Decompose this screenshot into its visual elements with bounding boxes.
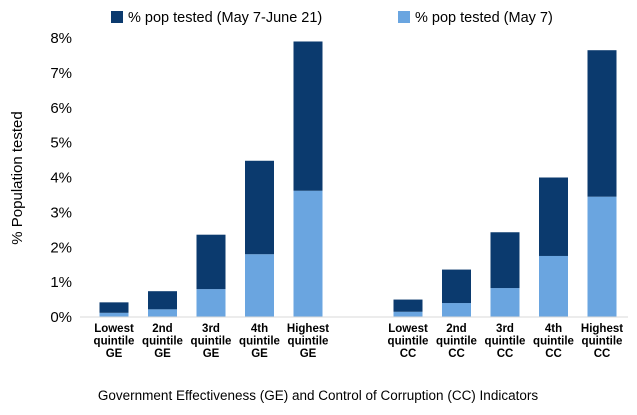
category-label: 3rd quintile CC	[485, 323, 526, 360]
category-label: 2nd quintile GE	[142, 323, 183, 360]
category-label: Lowest quintile CC	[388, 323, 429, 360]
bar-segment-may7	[99, 312, 129, 317]
bar-segment-may7	[539, 255, 568, 317]
legend-label: % pop tested (May 7)	[415, 10, 553, 26]
bar-segment-may7-june21	[587, 50, 617, 197]
bar-segment-may7-june21	[245, 160, 274, 255]
y-tick-label: 7%	[50, 65, 72, 82]
bar-segment-may7	[587, 196, 617, 317]
category-label: 4th quintile CC	[533, 323, 574, 360]
y-tick-label: 4%	[50, 170, 72, 187]
legend: % pop tested (May 7-June 21) % pop tested…	[111, 10, 553, 26]
bar-segment-may7-june21	[293, 41, 323, 191]
bars	[99, 41, 617, 317]
bar-segment-may7	[393, 311, 423, 317]
y-tick-label: 1%	[50, 274, 72, 291]
y-axis-label: % Population tested	[9, 111, 26, 244]
bar-segment-may7-june21	[539, 177, 568, 256]
bar-segment-may7	[442, 303, 471, 317]
y-tick-label: 5%	[50, 135, 72, 152]
bar-segment-may7-june21	[490, 232, 520, 289]
bar-segment-may7-june21	[148, 291, 177, 310]
y-tick-label: 0%	[50, 309, 72, 326]
bar-segment-may7	[490, 288, 520, 317]
bar-segment-may7	[293, 190, 323, 317]
bar-segment-may7-june21	[99, 302, 129, 313]
y-tick-label: 8%	[50, 30, 72, 47]
y-tick-label: 6%	[50, 100, 72, 117]
y-tick-label: 2%	[50, 239, 72, 256]
y-tick-label: 3%	[50, 204, 72, 221]
legend-label: % pop tested (May 7-June 21)	[128, 10, 322, 26]
bar-segment-may7	[148, 309, 177, 317]
category-label: 3rd quintile GE	[191, 323, 232, 360]
bar-segment-may7-june21	[442, 269, 471, 304]
legend-swatch	[111, 11, 123, 23]
category-label: 2nd quintile CC	[436, 323, 477, 360]
legend-swatch	[398, 11, 410, 23]
category-label: 4th quintile GE	[239, 323, 280, 360]
y-axis-ticks: 0% 1% 2% 3% 4% 5% 6% 7% 8%	[50, 30, 72, 326]
category-label: Lowest quintile GE	[94, 323, 135, 360]
x-axis-label: Government Effectiveness (GE) and Contro…	[98, 388, 538, 403]
bar-segment-may7	[245, 254, 274, 317]
category-label: Highest quintile GE	[287, 323, 329, 360]
bar-segment-may7-june21	[393, 299, 423, 312]
category-label: Highest quintile CC	[581, 323, 623, 360]
bar-segment-may7-june21	[196, 234, 226, 290]
bar-segment-may7	[196, 289, 226, 317]
